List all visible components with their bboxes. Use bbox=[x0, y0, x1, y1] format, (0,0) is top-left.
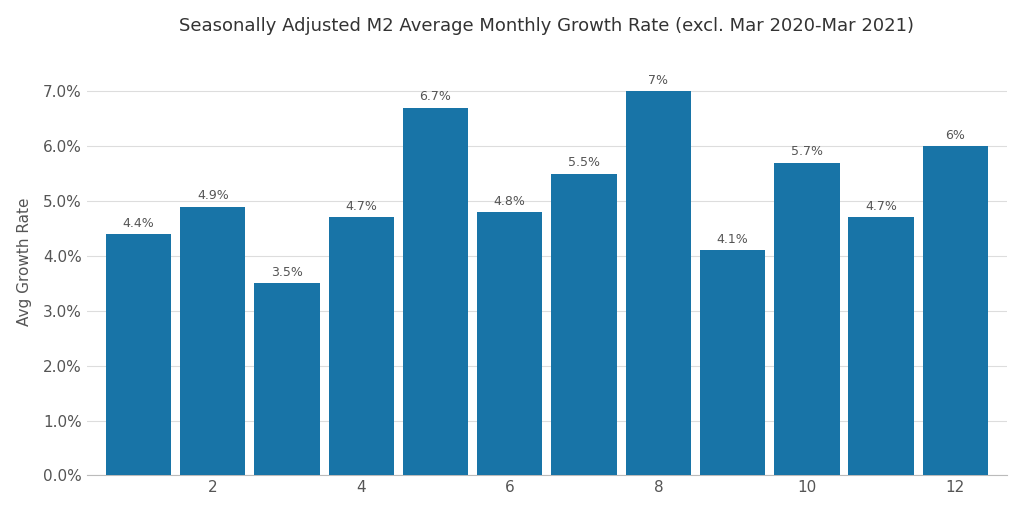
Text: 4.9%: 4.9% bbox=[197, 189, 228, 202]
Text: 6%: 6% bbox=[945, 129, 966, 142]
Bar bbox=[551, 174, 616, 476]
Bar bbox=[402, 108, 468, 476]
Text: 3.5%: 3.5% bbox=[271, 266, 303, 279]
Text: 4.7%: 4.7% bbox=[345, 200, 377, 213]
Text: 4.7%: 4.7% bbox=[865, 200, 897, 213]
Text: 5.7%: 5.7% bbox=[791, 145, 823, 158]
Bar bbox=[699, 250, 765, 476]
Bar bbox=[849, 218, 913, 476]
Bar bbox=[626, 91, 691, 476]
Bar bbox=[923, 146, 988, 476]
Bar bbox=[105, 234, 171, 476]
Text: 4.4%: 4.4% bbox=[123, 217, 155, 229]
Text: 5.5%: 5.5% bbox=[568, 156, 600, 169]
Text: 7%: 7% bbox=[648, 74, 669, 87]
Y-axis label: Avg Growth Rate: Avg Growth Rate bbox=[16, 197, 32, 326]
Text: 4.8%: 4.8% bbox=[494, 195, 525, 207]
Bar bbox=[329, 218, 394, 476]
Bar bbox=[774, 163, 840, 476]
Bar bbox=[477, 212, 543, 476]
Title: Seasonally Adjusted M2 Average Monthly Growth Rate (excl. Mar 2020-Mar 2021): Seasonally Adjusted M2 Average Monthly G… bbox=[179, 17, 914, 35]
Bar bbox=[180, 206, 246, 476]
Text: 4.1%: 4.1% bbox=[717, 233, 749, 246]
Text: 6.7%: 6.7% bbox=[420, 90, 452, 103]
Bar bbox=[254, 283, 319, 476]
